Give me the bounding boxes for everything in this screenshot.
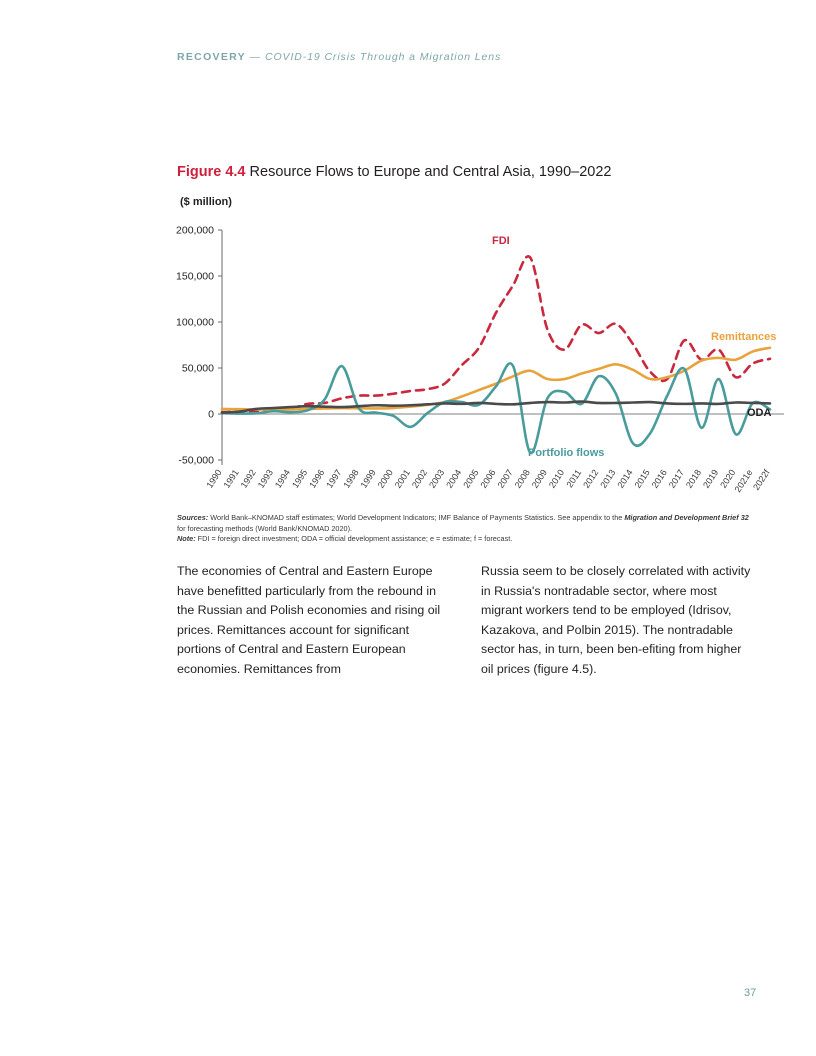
x-tick-label: 1998: [341, 468, 360, 490]
x-tick-label: 2001: [393, 468, 412, 490]
x-tick-label: 2000: [376, 468, 395, 490]
series-label-portfolio-flows: Portfolio flows: [528, 447, 604, 459]
x-tick-label: 2008: [513, 468, 532, 490]
x-tick-label: 1999: [359, 468, 378, 490]
series-line-fdi: [220, 254, 772, 414]
y-tick-label: 50,000: [182, 363, 214, 375]
y-tick-label: -50,000: [178, 455, 214, 467]
x-tick-label: 1996: [307, 468, 326, 490]
y-tick-label: 150,000: [176, 271, 214, 283]
x-tick-label: 2011: [564, 468, 583, 490]
sources-text-1: World Bank–KNOMAD staff estimates; World…: [208, 513, 625, 522]
figure-number: Figure 4.4: [177, 164, 246, 180]
x-tick-label: 1992: [239, 468, 258, 490]
x-tick-label: 2019: [701, 468, 720, 490]
body-column-left: The economies of Central and Eastern Eur…: [177, 564, 441, 676]
x-tick-label: 1995: [290, 468, 309, 490]
note-line: Note: FDI = foreign direct investment; O…: [177, 534, 753, 545]
x-tick-label: 2006: [478, 468, 497, 490]
body-column-right: Russia seem to be closely correlated wit…: [481, 564, 751, 676]
running-header: RECOVERY — COVID-19 Crisis Through a Mig…: [177, 51, 501, 63]
body-text: The economies of Central and Eastern Eur…: [177, 562, 753, 680]
series-label-fdi: FDI: [492, 235, 510, 247]
resource-flows-chart: -50,000 0 50,000 100,000 150,000 200,000 1990 1…: [170, 218, 790, 518]
x-tick-label: 2016: [650, 468, 669, 490]
source-note-block: Sources: World Bank–KNOMAD staff estimat…: [177, 513, 753, 545]
x-tick-label: 1994: [273, 468, 292, 490]
sources-italic-title: Migration and Development Brief 32: [624, 513, 749, 522]
x-tick-label: 2004: [444, 468, 463, 490]
x-tick-label: 2003: [427, 468, 446, 490]
axis-unit-label: ($ million): [180, 196, 232, 208]
page-number: 37: [744, 987, 757, 999]
figure-title-text: Resource Flows to Europe and Central Asi…: [249, 164, 612, 180]
x-tick-label: 2007: [496, 468, 515, 490]
note-text: FDI = foreign direct investment; ODA = o…: [195, 534, 513, 544]
y-tick-label: 0: [208, 409, 214, 421]
y-tick-label: 100,000: [176, 317, 214, 329]
x-tick-label: 2012: [581, 468, 600, 490]
chart-canvas: -50,000050,000100,000150,000200,00019901…: [176, 225, 784, 494]
x-tick-label: 2021e: [733, 468, 755, 494]
x-tick-label: 1991: [222, 468, 241, 490]
y-tick-label: 200,000: [176, 225, 214, 237]
running-header-strong: RECOVERY: [177, 51, 246, 63]
sources-label: Sources:: [177, 513, 209, 522]
x-tick-label: 1990: [204, 468, 223, 490]
x-tick-label: 2002: [410, 468, 429, 490]
x-tick-label: 2018: [684, 468, 703, 490]
x-tick-label: 1993: [256, 468, 275, 490]
series-label-oda: ODA: [747, 407, 772, 419]
note-label: Note:: [177, 534, 196, 544]
x-tick-label: 2013: [598, 468, 617, 490]
x-tick-label: 2022f: [751, 467, 772, 492]
x-tick-label: 2017: [667, 468, 686, 490]
x-tick-label: 2005: [461, 468, 480, 490]
series-line-portfolio-flows: [220, 362, 772, 454]
figure-title: Figure 4.4 Resource Flows to Europe and …: [177, 164, 611, 180]
series-label-remittances: Remittances: [711, 331, 776, 343]
x-tick-label: 2010: [547, 468, 566, 490]
x-tick-label: 2015: [633, 468, 652, 490]
x-tick-label: 2009: [530, 468, 549, 490]
sources-text-2: for forecasting methods (World Bank/KNOM…: [177, 523, 353, 533]
x-tick-label: 2014: [615, 468, 634, 490]
series-line-oda: [220, 400, 772, 414]
x-tick-label: 1997: [324, 468, 343, 490]
running-header-rest: — COVID-19 Crisis Through a Migration Le…: [249, 51, 502, 63]
sources-line: Sources: World Bank–KNOMAD staff estimat…: [177, 513, 753, 534]
